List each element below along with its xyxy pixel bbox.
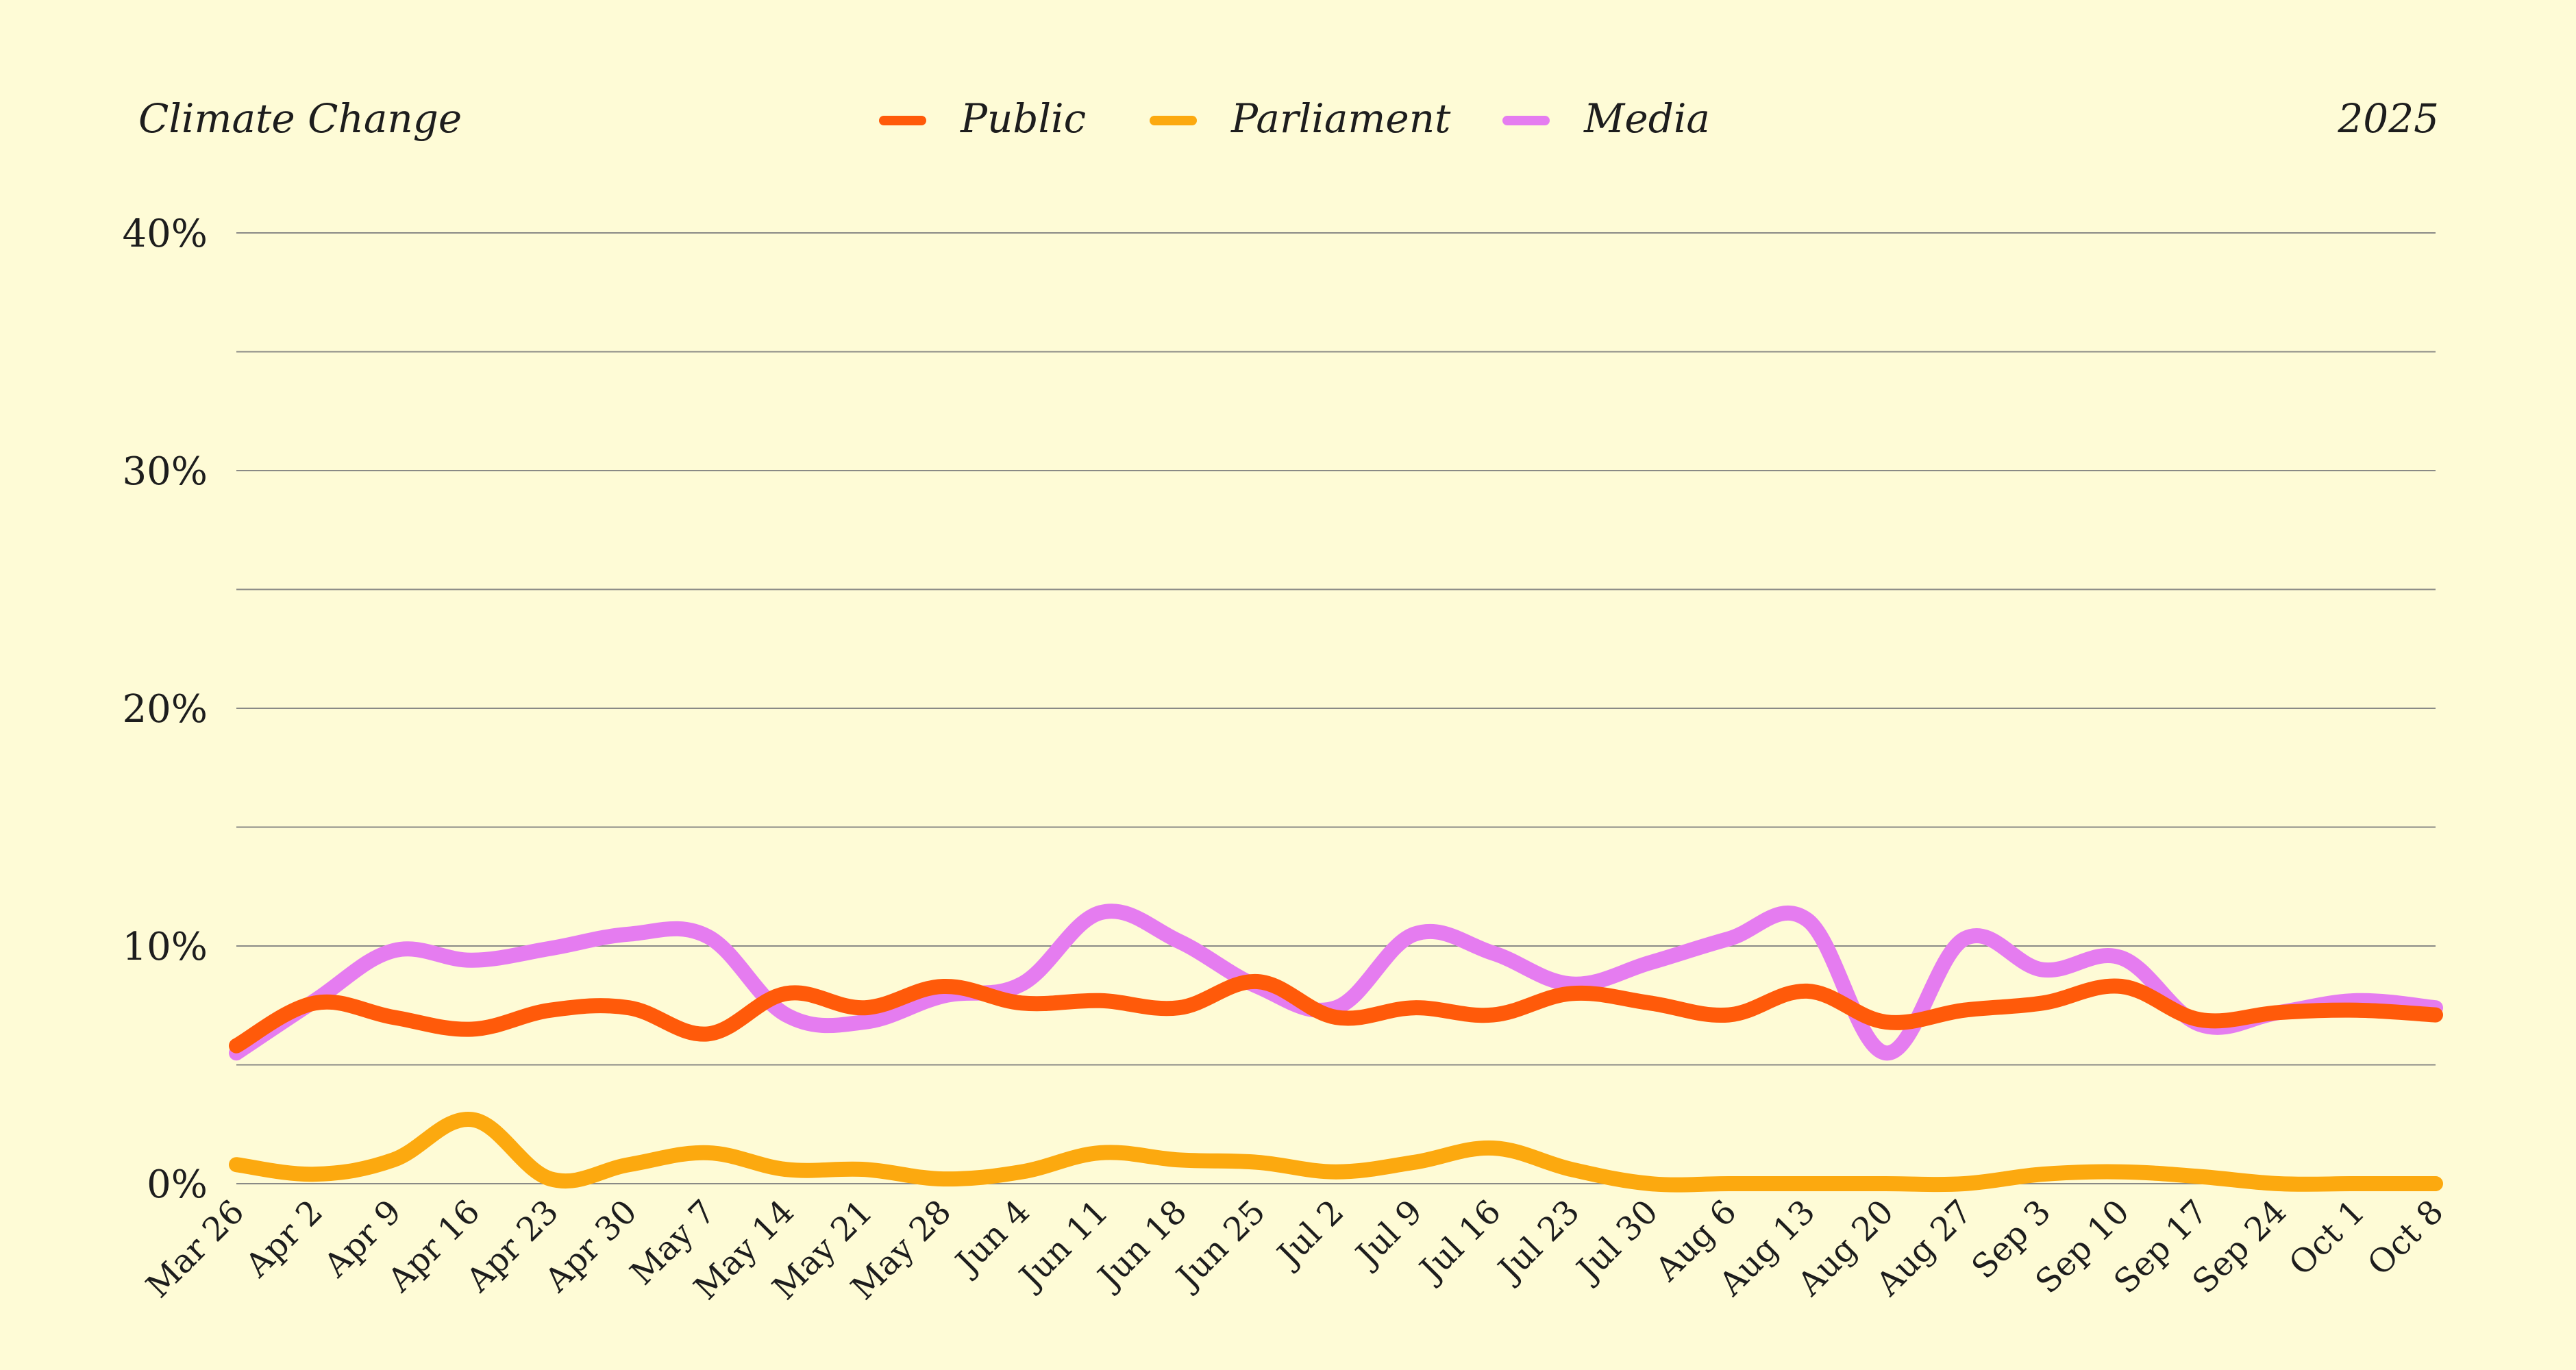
legend-label-public: Public [960, 95, 1086, 142]
series-line-parliament [229, 1112, 2443, 1193]
plot-area [229, 904, 2443, 1193]
x-tick-label: Jul 16 [1410, 1193, 1508, 1291]
y-tick-label: 40% [123, 212, 208, 256]
y-tick-label: 0% [147, 1162, 208, 1207]
year-label: 2025 [2337, 95, 2439, 142]
chart-title: Climate Change [138, 95, 462, 142]
legend-label-parliament: Parliament [1230, 95, 1451, 142]
series-line-media [229, 904, 2443, 1061]
x-tick-label: Jul 23 [1489, 1193, 1587, 1291]
legend: Public Parliament Media [879, 95, 1710, 142]
y-tick-label: 10% [123, 925, 208, 969]
x-tick-label: Apr 2 [238, 1193, 330, 1285]
series-line-public [229, 973, 2443, 1054]
y-tick-label: 20% [123, 687, 208, 732]
legend-label-media: Media [1583, 95, 1710, 142]
y-axis: 0% 10% 20% 30% 40% [123, 212, 208, 1207]
x-tick-label: Oct 8 [2360, 1193, 2451, 1283]
grid-lines [236, 232, 2436, 1184]
y-tick-label: 30% [123, 449, 208, 494]
x-tick-label: Mar 26 [139, 1193, 252, 1306]
x-tick-label: Jul 2 [1268, 1193, 1352, 1276]
x-tick-label: Oct 1 [2281, 1193, 2372, 1283]
x-tick-label: Jul 30 [1568, 1193, 1665, 1291]
